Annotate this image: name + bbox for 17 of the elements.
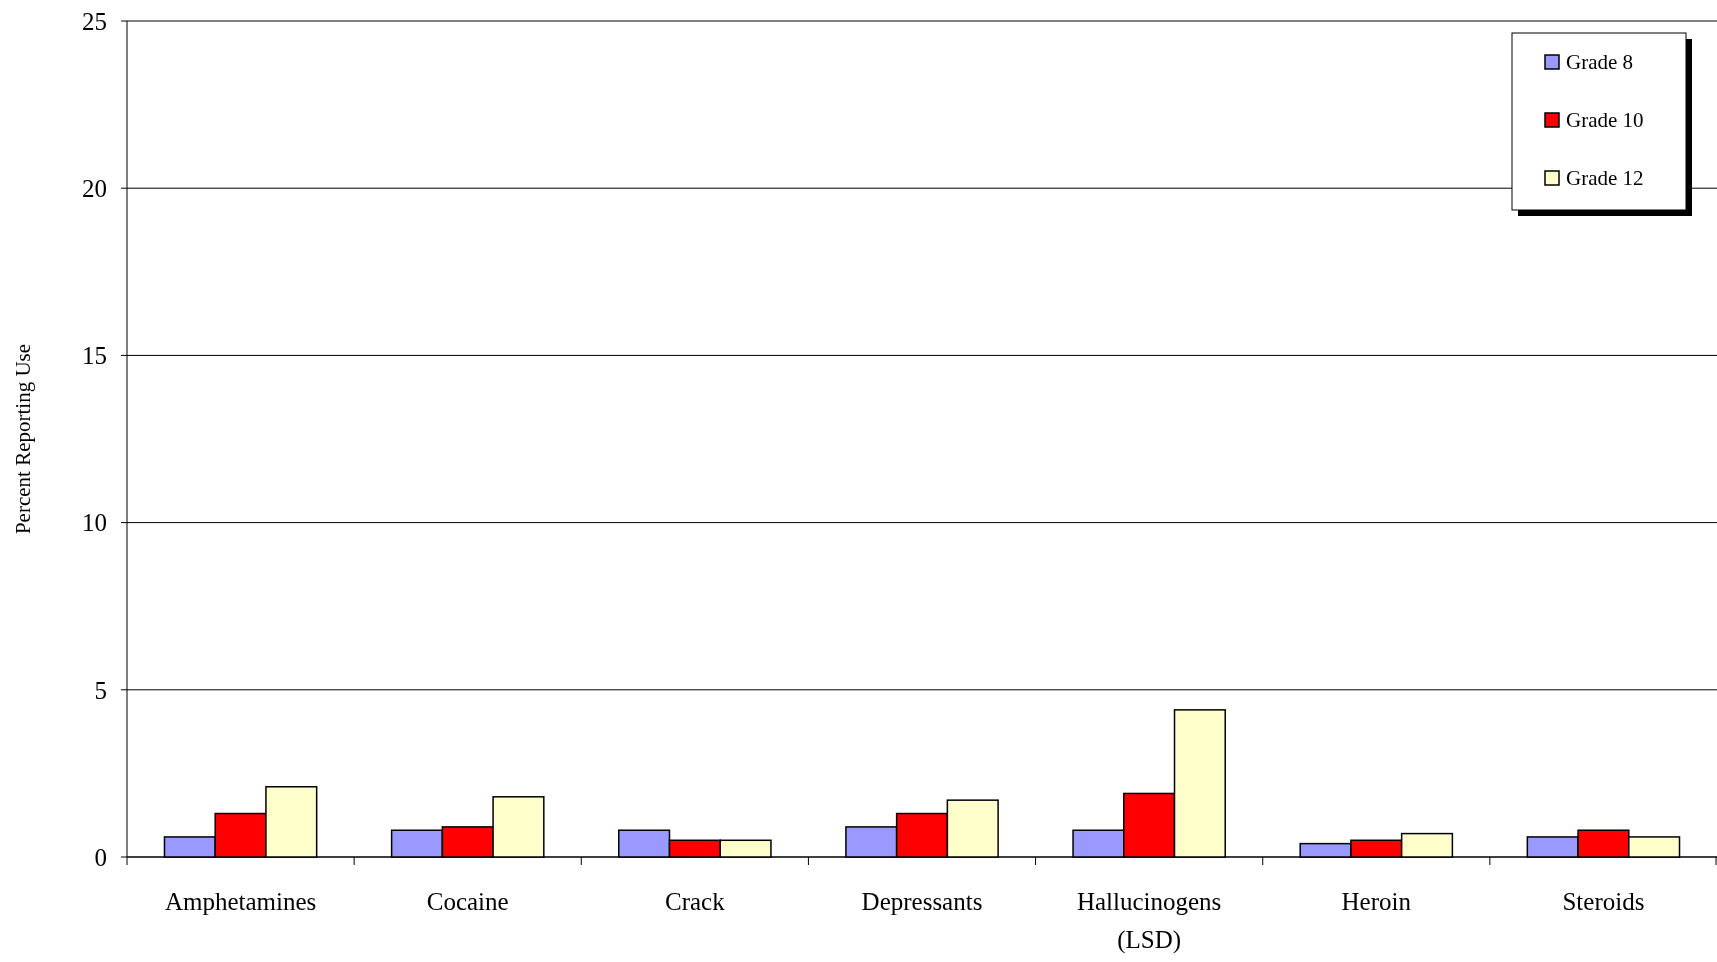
x-tick-label: Cocaine [426,888,509,915]
legend-label: Grade 10 [1566,108,1644,133]
x-tick-label: Heroin [1341,888,1412,915]
x-tick-label: Amphetamines [164,888,317,915]
y-tick-label: 25 [82,7,107,35]
x-tick-label: Hallucinogens (LSD) [1076,888,1222,954]
y-tick-label: 10 [82,509,107,537]
y-tick-label: 15 [82,342,107,370]
x-tick-label: Crack [665,888,726,915]
y-tick-label: 20 [82,174,107,202]
x-tick-label: Steroids [1562,888,1645,915]
x-tick-label: Depressants [861,888,983,915]
legend-label: Grade 8 [1566,50,1634,75]
y-tick-label: 5 [94,676,107,704]
legend-label: Grade 12 [1566,166,1644,191]
y-tick-label: 0 [94,843,107,871]
y-axis-title: Percent Reporting Use [11,343,35,535]
